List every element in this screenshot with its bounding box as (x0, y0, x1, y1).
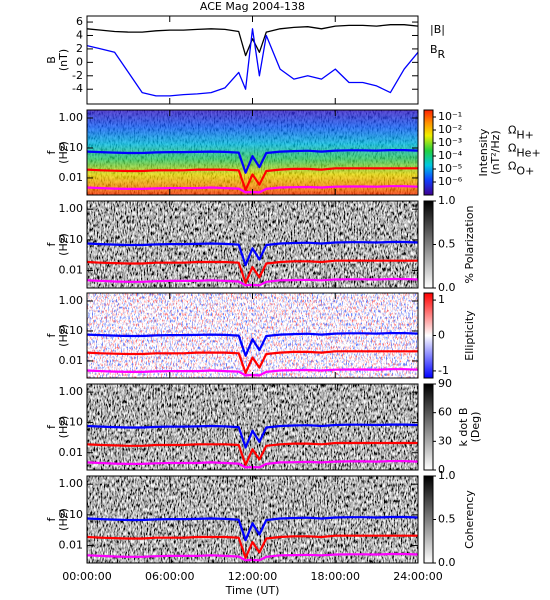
y-tick-label: 0.01 (59, 171, 84, 184)
legend-label: ΩH+ (508, 124, 534, 142)
colorbar-tick-label: 1.0 (438, 194, 456, 207)
x-tick-label: 00:00:00 (62, 570, 111, 583)
y-axis-label: (Hz) (57, 416, 70, 439)
chart-title: ACE Mag 2004-138 (200, 0, 305, 13)
y-tick-label: 0.10 (59, 324, 84, 337)
series-line (86, 534, 418, 559)
y-tick-label: 0.01 (59, 446, 84, 459)
colorbar-tick-label: 0.5 (438, 513, 456, 526)
colorbar-label: k dot B (457, 408, 470, 447)
colorbar-tick-label: 10⁻² (438, 123, 462, 136)
y-axis-label: f (45, 332, 58, 337)
colorbar-tick-label: 10⁻¹ (438, 110, 462, 123)
colorbar-tick-label: 1.0 (438, 469, 456, 482)
colorbar-tick-label: 1 (438, 293, 445, 306)
series-line (86, 28, 419, 97)
series-line (86, 515, 419, 542)
colorbar-label: (Deg) (469, 412, 482, 443)
y-tick-label: -2 (72, 69, 83, 82)
x-tick-label: 18:00:00 (311, 570, 360, 583)
colorbar (423, 109, 434, 196)
y-tick-label: 1.00 (59, 202, 84, 215)
y-axis-label: (Hz) (57, 324, 70, 347)
y-axis-label: (Hz) (57, 233, 70, 256)
series-line (86, 24, 419, 57)
series-line (86, 423, 419, 449)
y-tick-label: -4 (72, 82, 83, 95)
series-line (86, 441, 418, 466)
legend-label: BR (430, 43, 446, 61)
colorbar-label: (nT²/Hz) (489, 130, 502, 174)
y-tick-label: 1.00 (59, 385, 84, 398)
colorbar-tick-label: 0.5 (438, 238, 456, 251)
colorbar-tick-label: 10⁻⁶ (438, 175, 463, 188)
series-line (86, 350, 418, 374)
x-tick-label: 12:00:00 (228, 570, 277, 583)
series-line (86, 167, 418, 191)
colorbar-label: Intensity (477, 128, 490, 176)
y-axis-label: f (45, 424, 58, 429)
colorbar (423, 475, 434, 564)
x-axis-label: Time (UT) (225, 584, 280, 597)
colorbar-label: % Polarization (463, 206, 476, 284)
colorbar (423, 292, 434, 379)
colorbar (423, 383, 434, 471)
y-axis-label: (nT) (57, 49, 70, 71)
y-axis-label: B (45, 56, 58, 64)
y-tick-label: 0.10 (59, 233, 84, 246)
colorbar-tick-label: 10⁻⁵ (438, 162, 462, 175)
colorbar-tick-label: 90 (438, 377, 452, 390)
y-tick-label: 1.00 (59, 111, 84, 124)
colorbar-tick-label: 60 (438, 406, 452, 419)
y-axis-label: f (45, 149, 58, 154)
series-line (86, 149, 419, 174)
colorbar-tick-label: 10⁻⁴ (438, 149, 463, 162)
series-line (86, 259, 418, 284)
colorbar-tick-label: 0.0 (438, 556, 456, 569)
colorbar-tick-label: -1 (438, 364, 449, 377)
legend-label: |B| (430, 23, 445, 36)
legend-label: ΩHe+ (508, 142, 541, 160)
x-tick-label: 06:00:00 (145, 570, 194, 583)
y-tick-label: 0.01 (59, 354, 84, 367)
colorbar-label: Coherency (463, 490, 476, 549)
y-tick-label: 0.01 (59, 539, 84, 552)
colorbar-label: Ellipticity (463, 310, 476, 361)
y-axis-label: f (45, 241, 58, 246)
series-line (86, 332, 419, 357)
y-tick-label: 0.10 (59, 508, 84, 521)
y-axis-label: (Hz) (57, 508, 70, 531)
x-tick-label: 24:00:00 (393, 570, 442, 583)
legend-label: ΩO+ (508, 160, 534, 178)
y-axis-label: (Hz) (57, 141, 70, 164)
colorbar-tick-label: 30 (438, 434, 452, 447)
y-tick-label: 4 (76, 28, 83, 41)
colorbar-tick-label: 10⁻³ (438, 136, 462, 149)
y-tick-label: 2 (76, 42, 83, 55)
y-tick-label: 0.10 (59, 415, 84, 428)
y-axis-label: f (45, 516, 58, 521)
y-tick-label: 0 (76, 55, 83, 68)
y-tick-label: 0.01 (59, 264, 84, 277)
y-tick-label: 1.00 (59, 477, 84, 490)
colorbar-tick-label: 0.0 (438, 281, 456, 294)
colorbar (423, 200, 434, 289)
series-line (86, 240, 419, 267)
y-tick-label: 6 (76, 15, 83, 28)
y-tick-label: 1.00 (59, 294, 84, 307)
y-tick-label: 0.10 (59, 141, 84, 154)
colorbar-tick-label: 0 (438, 329, 445, 342)
colorbar-tick-label: 0 (438, 463, 445, 476)
